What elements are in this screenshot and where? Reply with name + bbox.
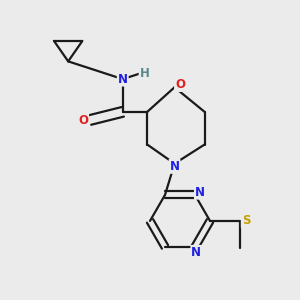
Text: N: N [118,73,128,85]
Text: N: N [195,186,205,199]
Text: O: O [78,113,88,127]
Text: S: S [242,214,250,227]
Text: H: H [140,67,149,80]
Text: O: O [175,78,185,91]
Text: N: N [191,246,201,259]
Text: N: N [169,160,179,173]
